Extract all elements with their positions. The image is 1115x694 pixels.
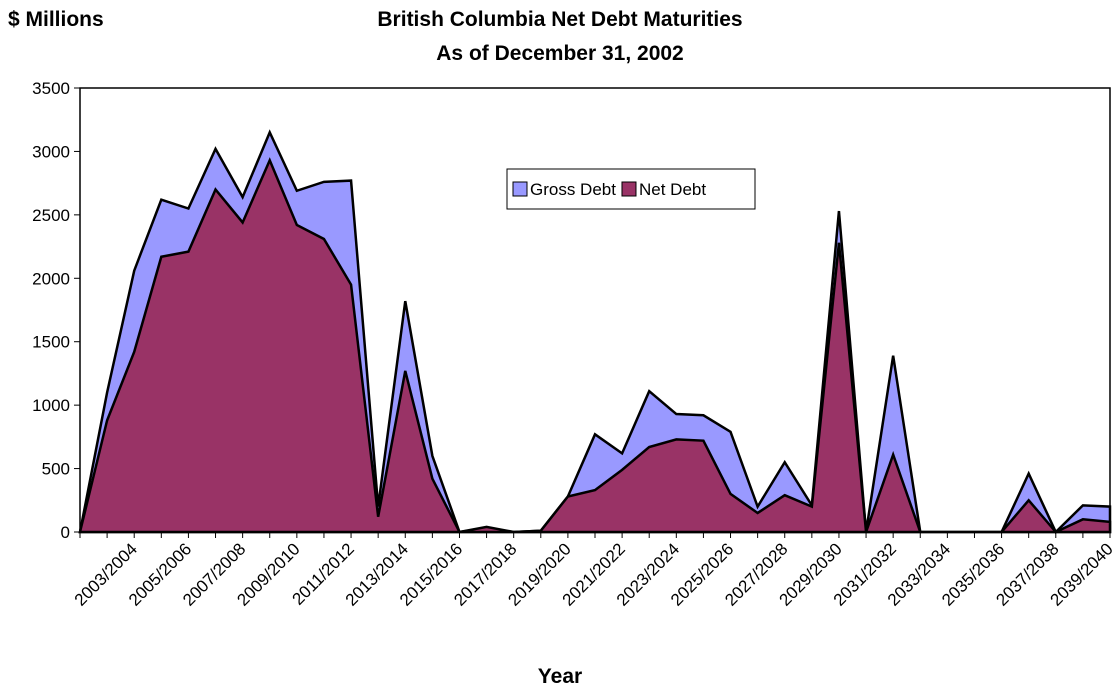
- y-tick-label: 3000: [32, 142, 70, 161]
- legend-label: Net Debt: [639, 180, 706, 199]
- y-tick-label: 500: [42, 460, 70, 479]
- legend: Gross Debt Net Debt: [506, 168, 756, 210]
- y-tick-label: 1000: [32, 396, 70, 415]
- y-tick-label: 2500: [32, 206, 70, 225]
- chart-title: British Columbia Net Debt Maturities: [377, 8, 742, 31]
- x-axis-label: Year: [538, 665, 582, 688]
- legend-swatch: [512, 181, 528, 197]
- chart-subtitle: As of December 31, 2002: [436, 42, 683, 65]
- y-tick-label: 0: [61, 523, 70, 542]
- y-tick-label: 2000: [32, 269, 70, 288]
- legend-swatch: [621, 181, 637, 197]
- y-tick-label: 1500: [32, 333, 70, 352]
- y-tick-label: 3500: [32, 79, 70, 98]
- legend-label: Gross Debt: [530, 180, 616, 199]
- y-axis-label: $ Millions: [8, 8, 104, 31]
